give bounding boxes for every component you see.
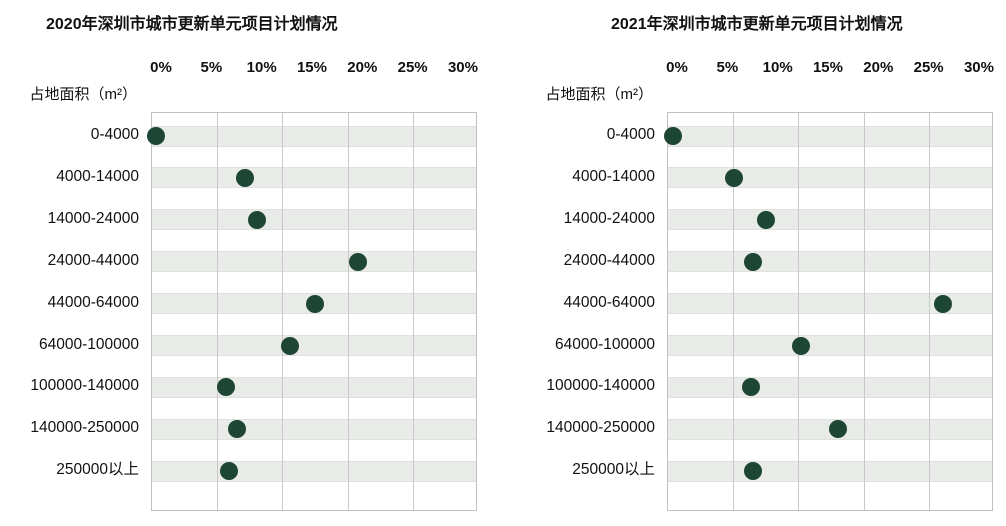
x-tick-label-15: 15% xyxy=(812,59,843,76)
row-band xyxy=(152,418,476,440)
x-tick-label-5: 5% xyxy=(200,59,223,76)
category-label-4000-14000: 4000-14000 xyxy=(572,167,655,185)
category-label-44000-64000: 44000-64000 xyxy=(47,293,139,311)
x-tick-label-30: 30% xyxy=(447,59,478,76)
data-dot-4000-14000 xyxy=(236,168,255,187)
data-dot-44000-64000 xyxy=(306,294,324,313)
category-label-24000-44000: 24000-44000 xyxy=(47,251,139,269)
row-band xyxy=(152,125,476,147)
row-band xyxy=(152,209,476,231)
vertical-gridline xyxy=(928,113,930,510)
data-dot-100000-140000 xyxy=(741,378,760,397)
row-band xyxy=(668,293,992,315)
row-band xyxy=(668,335,992,356)
chart-2020: 2020年深圳市城市更新单元项目计划情况占地面积（m²） 0% 5% 10% 15% 20… xyxy=(29,16,478,511)
y-axis-caption: 占地面积（m²） xyxy=(545,86,654,103)
x-tick-label-10: 10% xyxy=(246,59,277,76)
row-band xyxy=(668,460,992,482)
data-dot-250000以上 xyxy=(743,462,762,481)
row-band xyxy=(152,376,476,398)
category-label-64000-100000: 64000-100000 xyxy=(555,335,655,353)
data-dot-140000-250000 xyxy=(227,420,246,439)
category-label-100000-140000: 100000-140000 xyxy=(546,377,655,395)
x-tick-label-20: 20% xyxy=(863,59,894,76)
vertical-gridline xyxy=(347,113,349,510)
category-label-24000-44000: 24000-44000 xyxy=(563,251,655,269)
row-band xyxy=(668,125,992,147)
vertical-gridline xyxy=(217,113,219,510)
category-label-140000-250000: 140000-250000 xyxy=(30,419,139,437)
x-tick-label-25: 25% xyxy=(397,59,428,76)
row-band xyxy=(668,167,992,189)
x-tick-label-30: 30% xyxy=(963,59,994,76)
chart-2021: 2021年深圳市城市更新单元项目计划情况占地面积（m²） 0% 5% 10% 15% 20… xyxy=(503,0,1006,526)
row-band xyxy=(152,251,476,273)
x-tick-label-20: 20% xyxy=(347,59,378,76)
row-band xyxy=(152,460,476,482)
category-label-64000-100000: 64000-100000 xyxy=(39,335,139,353)
category-label-0-4000: 0-4000 xyxy=(606,126,655,143)
data-dot-14000-24000 xyxy=(756,210,775,229)
vertical-gridline xyxy=(733,113,735,510)
chart-title-2020: 2020年深圳市城市更新单元项目计划情况 xyxy=(46,16,338,33)
vertical-gridline xyxy=(282,113,284,510)
x-axis-tick-row: 0% 5% 10% 15% 20% 25% 30% xyxy=(666,57,994,79)
category-label-0-4000: 0-4000 xyxy=(90,126,139,143)
category-label-44000-64000: 44000-64000 xyxy=(563,293,655,311)
row-band xyxy=(668,376,992,398)
data-dot-64000-100000 xyxy=(791,336,810,355)
row-band xyxy=(152,335,476,356)
category-label-140000-250000: 140000-250000 xyxy=(546,419,655,437)
category-label-14000-24000: 14000-24000 xyxy=(47,209,139,227)
data-dot-44000-64000 xyxy=(933,294,952,313)
category-label-250000以上: 250000以上 xyxy=(56,461,139,479)
row-band xyxy=(668,251,992,273)
x-tick-label-15: 15% xyxy=(296,59,327,76)
row-band xyxy=(668,209,992,231)
data-dot-4000-14000 xyxy=(725,168,744,187)
data-dot-250000以上 xyxy=(220,462,239,481)
x-tick-label-10: 10% xyxy=(762,59,793,76)
vertical-gridline xyxy=(798,113,800,510)
x-tick-label-0: 0% xyxy=(666,59,688,76)
x-tick-label-5: 5% xyxy=(716,59,739,76)
data-dot-0-4000 xyxy=(147,127,166,145)
data-dot-24000-44000 xyxy=(743,252,762,271)
category-label-4000-14000: 4000-14000 xyxy=(56,167,139,185)
row-band xyxy=(152,167,476,189)
data-dot-24000-44000 xyxy=(349,252,368,271)
x-tick-label-25: 25% xyxy=(913,59,944,76)
data-dot-100000-140000 xyxy=(216,378,235,397)
plot-area xyxy=(147,112,477,511)
category-label-14000-24000: 14000-24000 xyxy=(563,209,655,227)
chart-title-2021: 2021年深圳市城市更新单元项目计划情况 xyxy=(611,16,903,33)
data-dot-64000-100000 xyxy=(281,336,299,355)
category-label-250000以上: 250000以上 xyxy=(572,461,655,479)
plot-area xyxy=(664,112,993,511)
category-label-100000-140000: 100000-140000 xyxy=(30,377,139,395)
data-dot-0-4000 xyxy=(664,127,683,145)
vertical-gridline xyxy=(412,113,414,510)
data-dot-14000-24000 xyxy=(248,210,267,229)
vertical-gridline xyxy=(863,113,865,510)
data-dot-140000-250000 xyxy=(828,420,847,439)
x-tick-label-0: 0% xyxy=(150,59,172,76)
x-axis-tick-row: 0% 5% 10% 15% 20% 25% 30% xyxy=(150,57,478,79)
y-axis-caption: 占地面积（m²） xyxy=(29,86,138,103)
